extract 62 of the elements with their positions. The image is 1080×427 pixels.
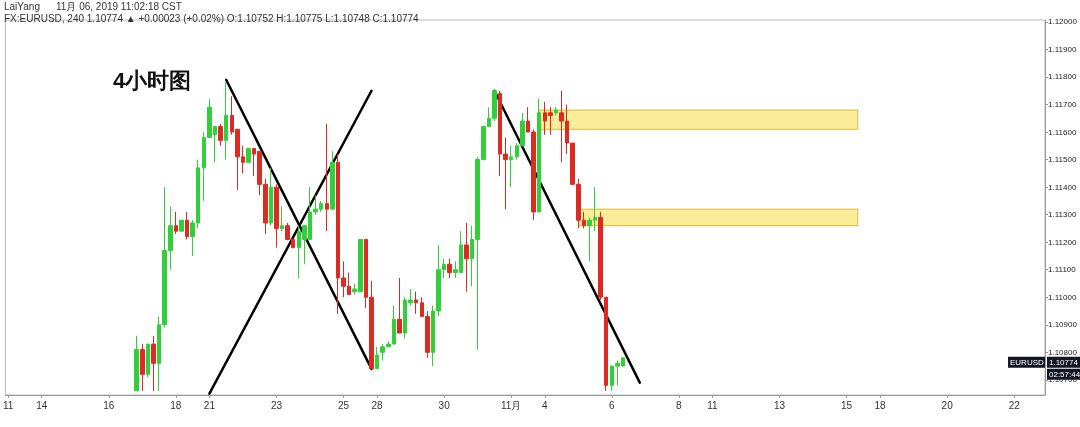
y-tick-label: 1.10900 <box>1048 320 1078 330</box>
candlestick <box>280 205 284 232</box>
y-tick-label: 1.11000 <box>1048 292 1077 302</box>
candlestick <box>246 148 251 163</box>
candlestick <box>537 98 541 213</box>
candlestick <box>224 82 228 161</box>
x-tick-label: 28 <box>371 399 384 411</box>
candlestick <box>151 335 156 392</box>
candlestick <box>447 258 452 279</box>
candlestick <box>330 150 335 210</box>
candlestick <box>397 277 402 334</box>
x-tick-label: 22 <box>1008 399 1021 411</box>
text: 4小时图 <box>113 67 192 93</box>
candlestick <box>414 291 418 315</box>
y-tick-label: 1.11300 <box>1048 210 1077 220</box>
x-tick-label: 23 <box>270 399 283 411</box>
x-tick-label: 6 <box>609 399 616 411</box>
annotation: EURUSD <box>1010 357 1044 367</box>
annotation: FX:EURUSD, 240 1.10774 ▲ +0.00023 (+0.02%) O:1.10752 H:1.10775 L:1.10748 C:1.10774 <box>4 12 420 24</box>
y-tick-label: 1.11800 <box>1048 72 1077 82</box>
candlestick <box>269 167 273 227</box>
x-tick-label: 21 <box>203 399 216 411</box>
candlestick <box>140 343 145 392</box>
y-tick-label: 1.11500 <box>1048 155 1077 165</box>
y-tick-label: 1.11900 <box>1048 44 1077 54</box>
x-tick-label: 16 <box>103 399 115 411</box>
x-tick-label: 13 <box>773 399 786 411</box>
y-tick-label: 1.11100 <box>1048 265 1077 275</box>
y-tick-label: 1.12000 <box>1048 17 1078 27</box>
candlestick <box>375 346 379 370</box>
x-tick-label: 4 <box>541 399 548 411</box>
x-tick-label: 18 <box>874 399 887 411</box>
candlestick <box>274 183 279 249</box>
y-tick-label: 1.11200 <box>1048 237 1077 247</box>
candlestick <box>146 343 150 378</box>
candlestick <box>464 222 469 293</box>
x-tick-label: 14 <box>36 399 48 411</box>
x-tick-label: 11月 <box>501 399 522 411</box>
candlestick <box>185 211 189 240</box>
candlestick <box>554 106 558 117</box>
candlestick <box>174 211 178 235</box>
x-tick-label: 18 <box>170 399 182 411</box>
candlestick <box>218 123 223 147</box>
x-tick-label: 11 <box>707 399 719 411</box>
x-tick-label: 30 <box>438 399 451 411</box>
text: 02:57:44 <box>1049 369 1080 379</box>
x-tick-label: 11 <box>2 399 14 411</box>
y-tick-label: 1.10800 <box>1048 347 1078 357</box>
text: LaiYang <box>4 0 40 12</box>
text: 1.10774 <box>1049 357 1079 367</box>
x-tick-label: 8 <box>676 399 683 411</box>
y-tick-label: 1.11400 <box>1048 182 1077 192</box>
y-tick-label: 1.11600 <box>1048 127 1077 137</box>
x-tick-label: 25 <box>337 399 350 411</box>
candlestick <box>325 123 329 232</box>
y-tick-label: 1.11700 <box>1048 100 1077 110</box>
candlestick <box>179 219 184 232</box>
x-tick-label: 20 <box>941 399 954 411</box>
candlestick <box>509 145 513 188</box>
candlestick <box>134 335 139 392</box>
x-tick-label: 15 <box>841 399 853 411</box>
text: 11月 06, 2019 11:02:18 CST <box>56 0 182 12</box>
